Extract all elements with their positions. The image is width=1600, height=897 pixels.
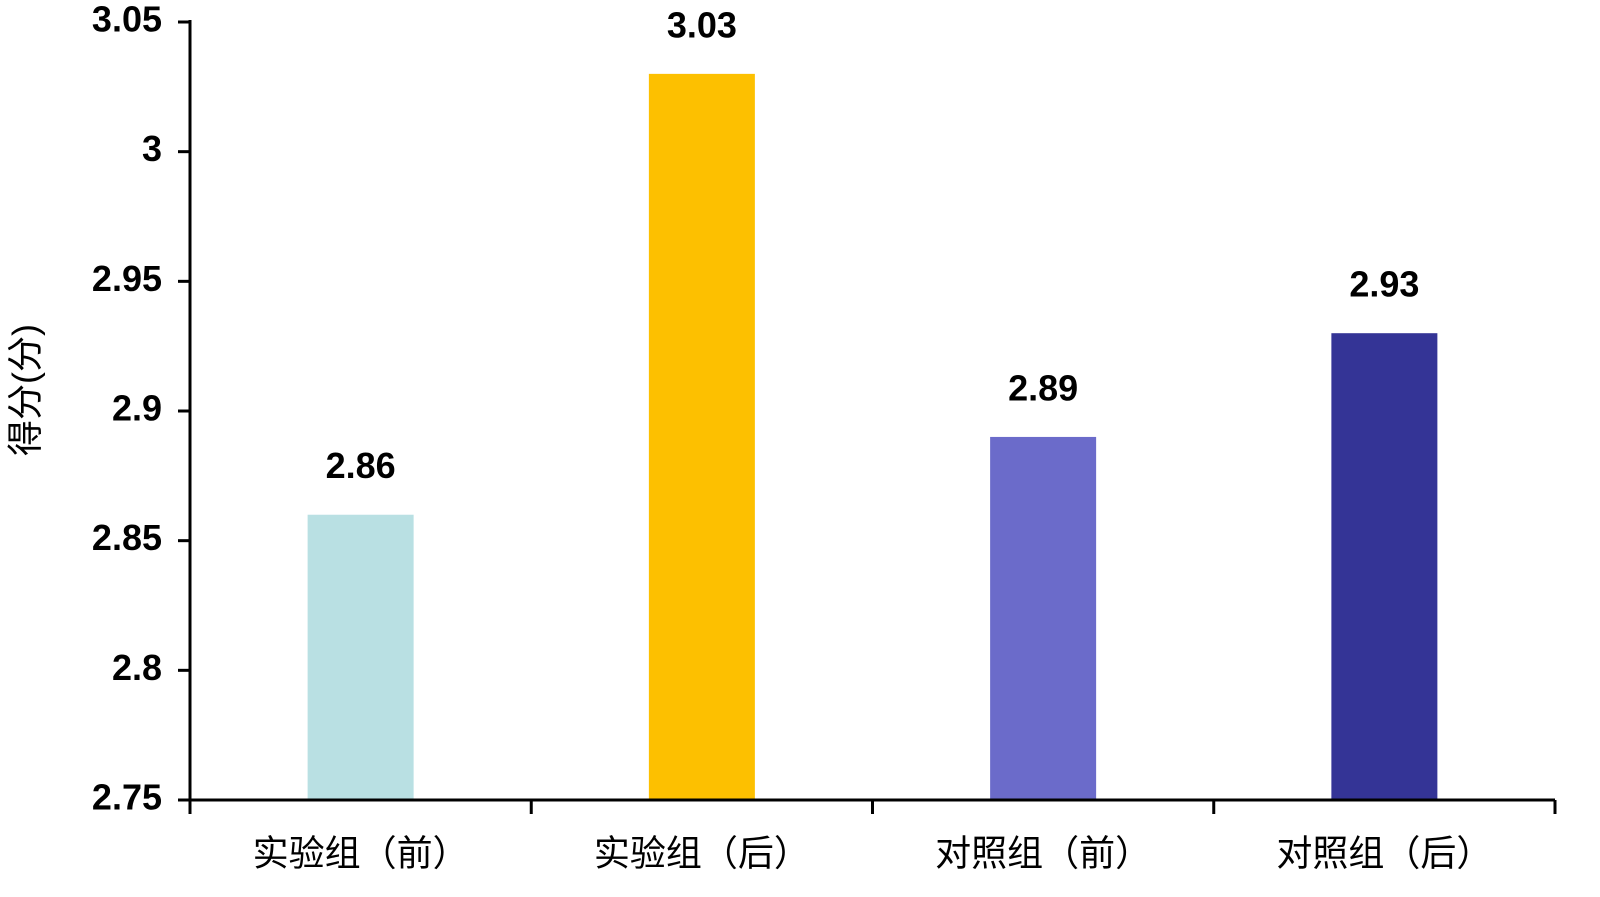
bar [648,73,755,800]
x-tick-label: 实验组（后） [594,833,810,874]
value-label: 2.89 [1008,367,1078,408]
x-tick-label: 对照组（后） [1276,833,1492,874]
y-tick-label: 3 [142,128,162,169]
x-tick-label: 实验组（前） [253,833,469,874]
bar [990,436,1097,800]
y-tick-label: 2.9 [112,388,162,429]
bar [1331,333,1438,800]
y-axis-title: 得分(分) [5,324,46,456]
y-tick-label: 2.85 [92,517,162,558]
y-tick-label: 2.75 [92,777,162,818]
value-label: 3.03 [667,4,737,45]
value-label: 2.93 [1349,264,1419,305]
bar [307,514,414,800]
y-tick-label: 2.8 [112,647,162,688]
y-tick-label: 2.95 [92,258,162,299]
value-label: 2.86 [326,445,396,486]
y-tick-label: 3.05 [92,0,162,40]
x-tick-label: 对照组（前） [935,833,1151,874]
